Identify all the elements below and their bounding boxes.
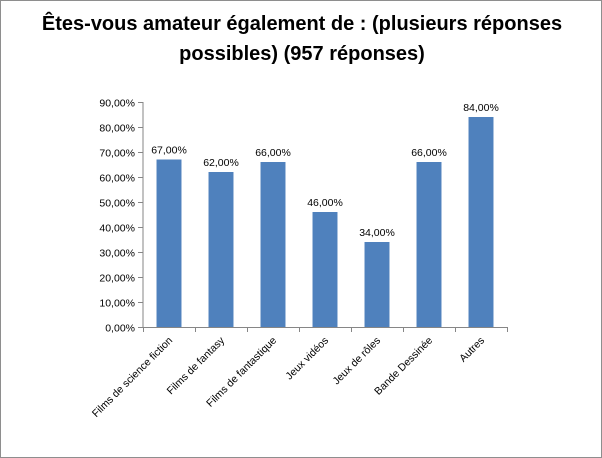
category-label: Jeux vidéos <box>283 335 331 383</box>
bar <box>364 242 390 327</box>
y-tick-label: 90,00% <box>99 98 135 110</box>
category-label: Jeux de rôles <box>330 335 383 388</box>
data-label: 66,00% <box>411 147 447 159</box>
category-label: Autres <box>457 335 487 365</box>
y-tick-label: 30,00% <box>99 248 135 260</box>
data-label: 84,00% <box>463 102 499 114</box>
y-tick-label: 80,00% <box>99 123 135 135</box>
category-label: Films de science fiction <box>90 335 175 420</box>
data-label: 66,00% <box>255 147 291 159</box>
y-tick-label: 50,00% <box>99 198 135 210</box>
bar <box>208 172 234 327</box>
y-tick-label: 20,00% <box>99 273 135 285</box>
bar <box>156 159 182 327</box>
data-label: 34,00% <box>359 227 395 239</box>
chart-title: Êtes-vous amateur également de : (plusie… <box>41 13 563 65</box>
y-tick-label: 0,00% <box>105 323 135 335</box>
bar <box>260 162 286 327</box>
y-tick-label: 10,00% <box>99 298 135 310</box>
bar <box>312 212 338 327</box>
data-label: 62,00% <box>203 157 239 169</box>
y-tick-label: 70,00% <box>99 148 135 160</box>
bar <box>468 117 494 327</box>
y-tick-label: 60,00% <box>99 173 135 185</box>
data-label: 67,00% <box>151 145 187 157</box>
data-label: 46,00% <box>307 197 343 209</box>
y-tick-label: 40,00% <box>99 223 135 235</box>
bar <box>416 162 442 327</box>
